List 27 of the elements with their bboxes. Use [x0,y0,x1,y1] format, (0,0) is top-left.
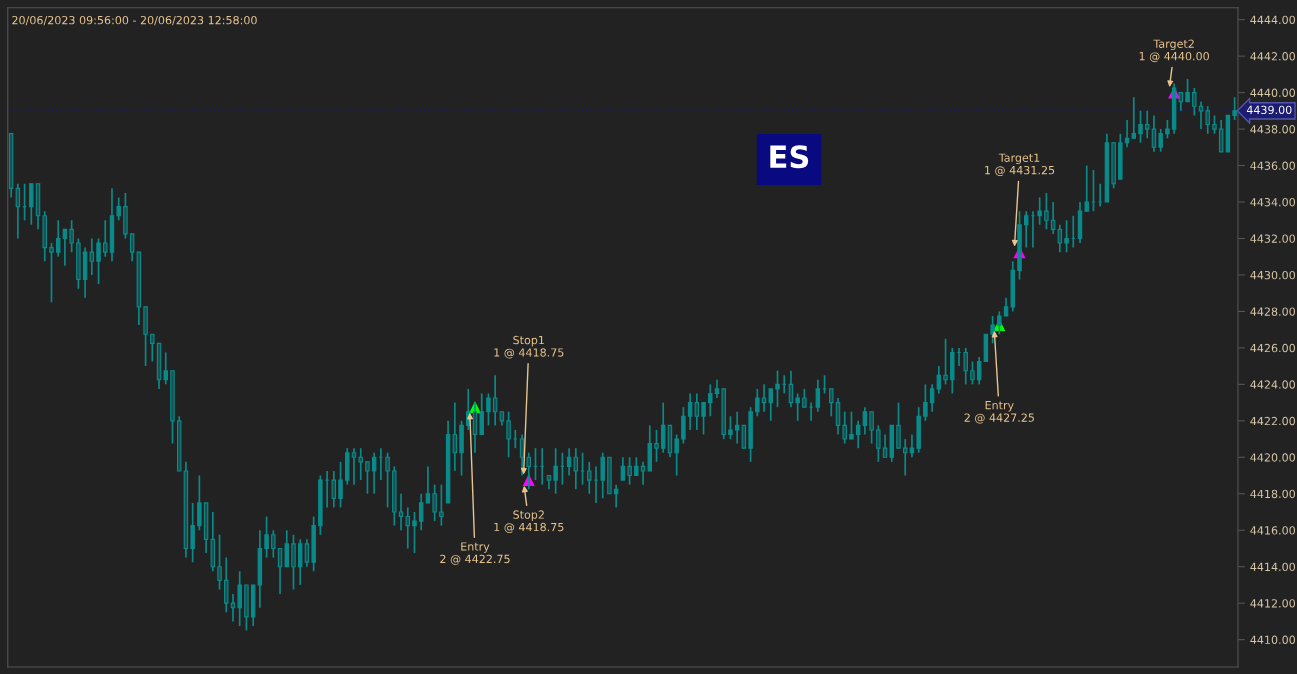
y-tick-label: 4438.00 [1250,125,1295,134]
text: 20/06/2023 09:56:00 - 20/06/2023 12:58:00 [12,15,257,26]
y-tick-label: 4412.00 [1250,599,1295,608]
y-tick-label: 4440.00 [1250,88,1295,97]
y-tick-label: 4426.00 [1250,343,1295,353]
y-tick-label: 4428.00 [1250,307,1295,316]
annotation: Stop2 1 @ 4418.75 [494,510,564,533]
ref-line-label: 4439.00 [1246,105,1292,115]
annotation: Entry 2 @ 4427.25 [964,401,1034,424]
y-tick-label: 4442.00 [1250,52,1295,61]
y-tick-label: 4418.00 [1250,489,1295,499]
y-tick-label: 4432.00 [1250,234,1295,243]
annotation: ES [770,145,809,169]
annotation: Stop1 1 @ 4418.75 [494,335,564,359]
y-tick-label: 4416.00 [1250,526,1295,535]
annotation: Target1 1 @ 4431.25 [985,153,1055,177]
y-tick-label: 4430.00 [1250,270,1295,280]
y-tick-label: 4422.00 [1250,416,1295,426]
y-tick-label: 4424.00 [1250,380,1295,389]
annotation: Target2 1 @ 4440.00 [1139,39,1209,63]
y-tick-label: 4434.00 [1250,197,1295,207]
y-tick-label: 4420.00 [1250,453,1295,462]
y-tick-label: 4436.00 [1250,161,1295,170]
annotation: Entry 2 @ 4422.75 [440,542,510,565]
y-tick-label: 4444.00 [1250,15,1295,25]
y-tick-label: 4414.00 [1250,562,1295,572]
y-tick-label: 4410.00 [1250,635,1295,645]
